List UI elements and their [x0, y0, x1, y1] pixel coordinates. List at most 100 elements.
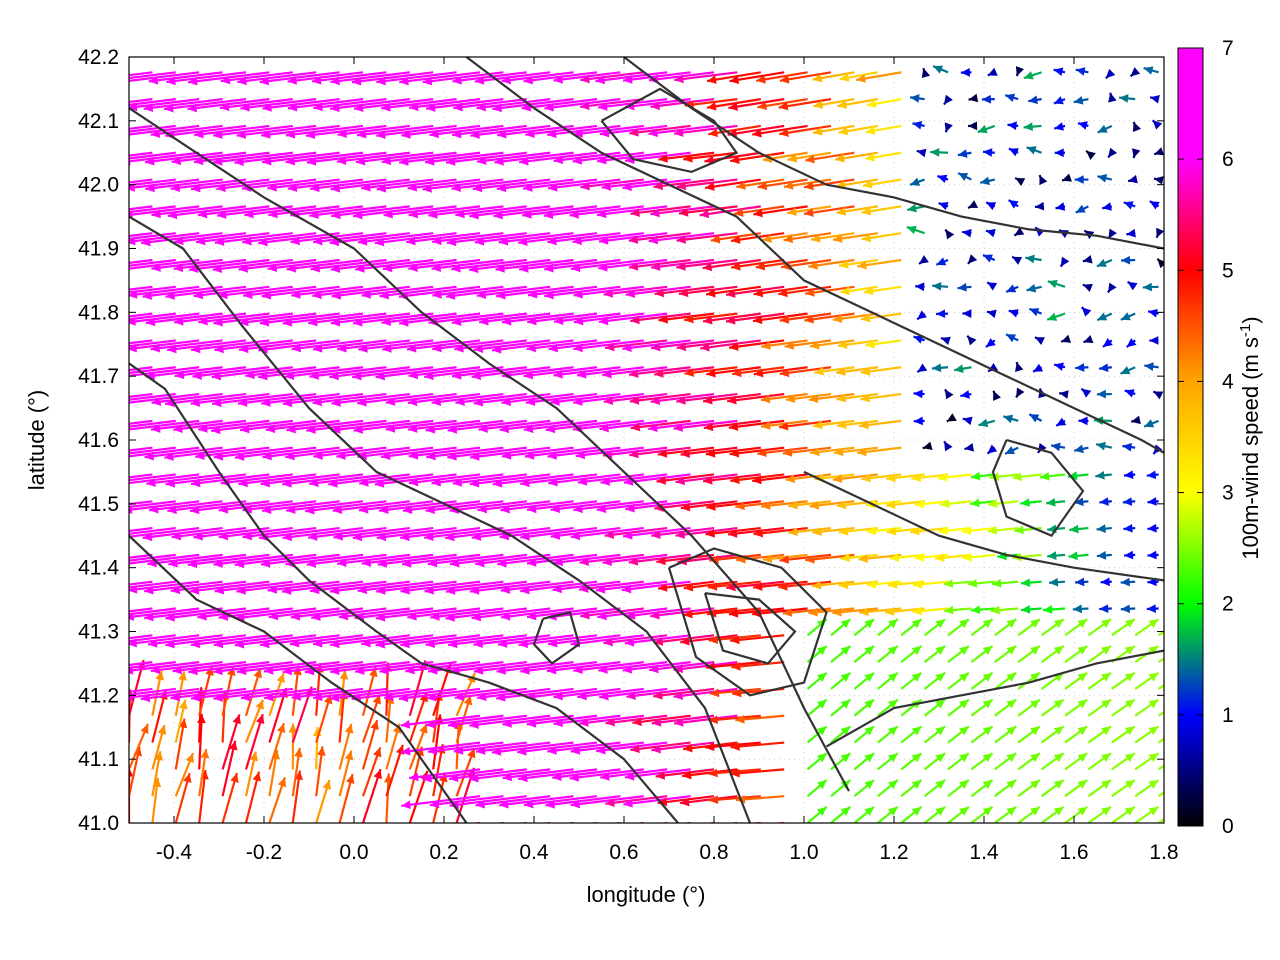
wind-vector-head	[336, 156, 347, 165]
wind-vector-head	[330, 693, 340, 702]
wind-vector-head	[779, 128, 789, 138]
wind-vector	[580, 71, 644, 82]
wind-vector	[469, 473, 551, 486]
wind-vector	[163, 98, 247, 111]
wind-vector	[129, 392, 176, 401]
wind-vector	[546, 661, 621, 673]
wind-vector-head	[888, 726, 898, 736]
wind-vector-head	[678, 208, 689, 217]
wind-vector-head	[597, 611, 607, 621]
wind-vector	[287, 178, 364, 190]
wind-vector	[675, 526, 738, 537]
wind-vector-head	[1122, 497, 1133, 506]
wind-vector	[268, 607, 340, 619]
wind-vector	[493, 205, 574, 218]
wind-vector	[405, 661, 481, 673]
wind-vector-head	[268, 611, 279, 621]
wind-vector	[600, 473, 668, 484]
wind-vector	[129, 285, 153, 291]
wind-vector-head	[864, 286, 874, 296]
wind-vector-head	[699, 209, 710, 219]
wind-vector-head	[626, 825, 635, 834]
wind-vector-head	[148, 75, 159, 85]
wind-vector	[677, 553, 738, 564]
wind-vector-head	[1108, 228, 1117, 239]
wind-vector-head	[1023, 71, 1034, 80]
wind-vector	[451, 124, 527, 137]
terrain-contours	[129, 57, 1164, 823]
wind-vector-head	[944, 605, 954, 615]
wind-vector-head	[344, 723, 354, 734]
wind-vector-head	[1150, 94, 1160, 104]
wind-vector-head	[570, 263, 581, 273]
wind-vector	[478, 312, 551, 324]
wind-vector-head	[140, 693, 151, 703]
wind-vector-head	[234, 639, 245, 649]
wind-vector	[151, 392, 223, 404]
wind-vector-head	[382, 344, 392, 353]
x-tick-label: 1.0	[789, 841, 818, 864]
wind-vector-head	[623, 75, 633, 84]
wind-vector-head	[982, 780, 993, 789]
wind-vector-head	[982, 672, 993, 682]
y-tick-label: 42.1	[78, 110, 119, 133]
wind-vector-head	[783, 181, 794, 190]
wind-vector-head	[220, 75, 231, 85]
wind-vector	[145, 366, 223, 378]
wind-vector-head	[1030, 699, 1040, 709]
wind-vector-head	[407, 612, 417, 621]
wind-vector-head	[993, 390, 1002, 401]
wind-vector	[173, 419, 247, 431]
wind-vector-head	[526, 343, 537, 353]
wind-vector	[383, 205, 457, 217]
wind-vector-head	[1006, 645, 1017, 655]
wind-vector-head	[915, 282, 925, 292]
wind-vector-head	[921, 68, 931, 79]
wind-vector	[629, 446, 691, 457]
wind-vector-head	[399, 318, 409, 327]
wind-vector-head	[840, 672, 851, 682]
wind-vector-head	[267, 263, 278, 273]
wind-vector-head	[651, 717, 662, 727]
wind-vector-head	[936, 309, 946, 319]
wind-vector-head	[913, 389, 923, 399]
wind-vector	[377, 553, 457, 566]
wind-vector-head	[77, 398, 86, 407]
wind-vector	[753, 526, 808, 536]
wind-vector	[408, 98, 481, 109]
wind-vector	[521, 98, 598, 110]
wind-vector-head	[174, 236, 184, 246]
wind-vector-head	[351, 76, 362, 86]
wind-vector	[129, 500, 176, 509]
wind-vector	[680, 446, 738, 456]
wind-vector	[518, 232, 598, 244]
wind-vector-head	[654, 369, 664, 378]
wind-vector-head	[287, 183, 298, 192]
wind-vector-head	[1077, 753, 1088, 763]
wind-vector-head	[232, 714, 241, 725]
wind-vector	[151, 205, 223, 217]
wind-vector-head	[170, 183, 181, 193]
wind-vector-head	[967, 579, 978, 588]
wind-vector	[287, 71, 364, 83]
wind-vector	[355, 258, 434, 271]
wind-vector	[258, 526, 340, 540]
wind-vector	[216, 205, 293, 217]
wind-vector	[655, 768, 715, 778]
wind-vector	[446, 232, 527, 245]
wind-vector	[729, 71, 785, 83]
wind-vector-head	[119, 533, 128, 542]
wind-vector-head	[600, 477, 610, 486]
wind-vector-head	[1008, 148, 1019, 157]
wind-vector-head	[706, 502, 716, 511]
wind-vector-head	[983, 148, 993, 157]
wind-vector-head	[474, 76, 485, 85]
wind-vector-head	[962, 228, 972, 238]
wind-vector	[129, 528, 130, 530]
wind-vector-head	[981, 94, 992, 104]
wind-vector-head	[628, 557, 639, 566]
wind-vector	[678, 285, 738, 296]
wind-vector-head	[548, 343, 559, 353]
wind-vector-head	[866, 99, 877, 109]
wind-vector	[634, 821, 644, 823]
